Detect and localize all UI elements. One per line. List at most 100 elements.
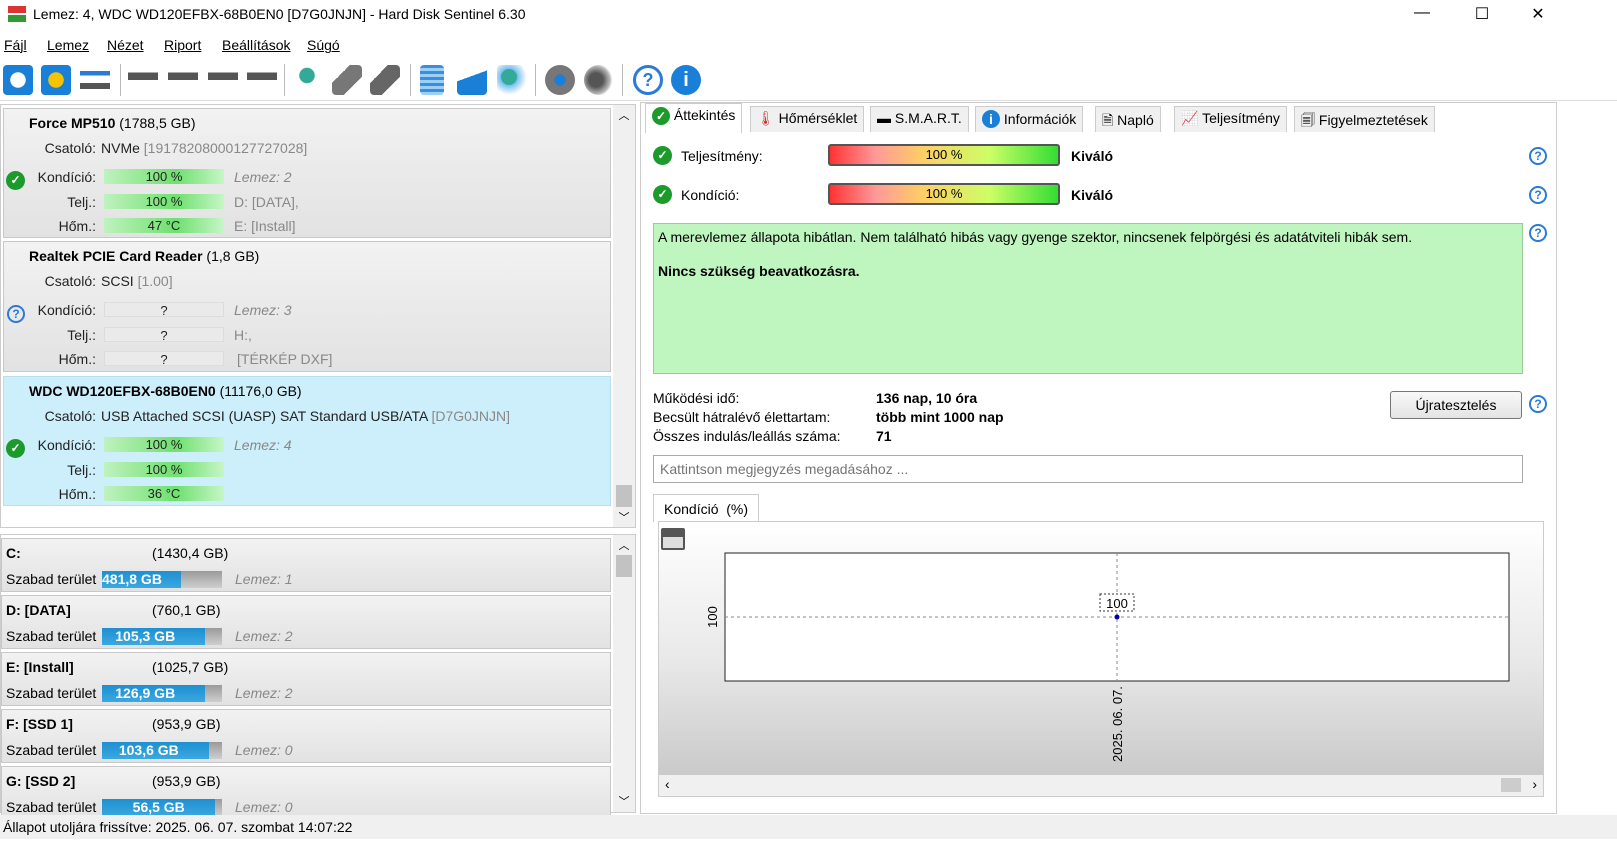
help-icon[interactable]: ? (1529, 224, 1547, 242)
y-tick-label: 100 (705, 606, 720, 628)
menu-disk[interactable]: Lemez (47, 37, 90, 53)
label: Kondíció: (37, 169, 96, 185)
chart-horizontal-scrollbar[interactable]: ‹ › (659, 775, 1543, 796)
email-icon[interactable] (457, 65, 487, 95)
tab-log[interactable]: 🗎 Napló (1095, 106, 1161, 132)
performance-bar: 100 % (104, 462, 224, 477)
help-icon[interactable]: ? (633, 65, 663, 95)
disk-card[interactable]: Realtek PCIE Card Reader (1,8 GB) Csatol… (3, 241, 611, 372)
volume-list-scrollbar[interactable]: ︿ ﹀ (613, 535, 635, 812)
settings-gear-icon[interactable] (545, 65, 575, 95)
volume-name: D: [DATA] (6, 602, 71, 618)
health-bar: 100 % (828, 183, 1060, 205)
volume-item[interactable]: G: [SSD 2] (953,9 GB) Szabad terület 56,… (1, 766, 611, 820)
data-point (1114, 614, 1120, 620)
interface: NVMe (101, 140, 140, 156)
tab-smart[interactable]: ▬ S.M.A.R.T. (870, 106, 969, 132)
refresh-warning-icon[interactable] (41, 65, 71, 95)
volume-item[interactable]: D: [DATA] (760,1 GB) Szabad terület 105,… (1, 595, 611, 649)
temperature-bar: 36 °C (104, 486, 224, 501)
health-label: Kondíció: (681, 187, 740, 203)
notepad-icon[interactable] (420, 65, 444, 95)
tab-temperature[interactable]: 🌡 Hőmérséklet (750, 106, 865, 132)
close-button[interactable]: ✕ (1531, 6, 1545, 23)
help-icon[interactable]: ? (1529, 186, 1547, 204)
disk-check-icon[interactable] (208, 65, 238, 95)
serial: [1.00] (137, 273, 173, 289)
menu-view[interactable]: Nézet (107, 37, 144, 53)
temperature-bar: ? (104, 351, 224, 367)
disk-network-icon[interactable] (292, 65, 322, 95)
free-space-label: Szabad terület (6, 799, 97, 815)
disk-name: Realtek PCIE Card Reader (29, 248, 203, 264)
partition: H:, (234, 327, 252, 343)
free-space-label: Szabad terület (6, 571, 97, 587)
tab-label: Információk (1003, 111, 1077, 127)
interface: USB Attached SCSI (UASP) SAT Standard US… (101, 408, 428, 424)
volume-name: F: [SSD 1] (6, 716, 73, 732)
tab-label: Figyelmeztetések (1318, 112, 1428, 128)
minimize-button[interactable]: — (1414, 4, 1430, 21)
note-input[interactable] (653, 455, 1523, 483)
menu-settings[interactable]: Beállítások (222, 37, 291, 53)
free-space-value: 481,8 GB (102, 571, 182, 588)
disk-index: Lemez: 2 (235, 628, 293, 644)
free-space-bar: 103,6 GB (102, 742, 222, 759)
scroll-right-icon[interactable]: › (1532, 776, 1537, 792)
disk-index: Lemez: 4 (234, 437, 292, 453)
disk-list-scrollbar[interactable]: ︿ ﹀ (613, 105, 635, 527)
info-icon[interactable]: i (671, 65, 701, 95)
tab-health-chart[interactable]: Kondíció (%) (653, 494, 759, 522)
chart-icon: 📈 (1181, 110, 1199, 126)
scroll-left-icon[interactable]: ‹ (665, 776, 670, 792)
network-computer-icon[interactable] (497, 65, 527, 95)
disk-schedule-icon[interactable] (168, 65, 198, 95)
unknown-status-icon: ? (7, 305, 25, 323)
tab-alerts[interactable]: 🗐 Figyelmeztetések (1294, 106, 1435, 132)
title-bar: Lemez: 4, WDC WD120EFBX-68B0EN0 [D7G0JNJ… (0, 0, 1617, 30)
help-icon[interactable]: ? (1529, 395, 1547, 413)
disk-name: Force MP510 (29, 115, 116, 131)
menu-help[interactable]: Súgó (307, 37, 340, 53)
speaker-icon[interactable] (584, 65, 614, 95)
refresh-icon[interactable] (3, 65, 33, 95)
tab-overview[interactable]: ✓ Áttekintés (645, 103, 743, 133)
partition: D: [DATA], (234, 194, 299, 210)
disk-search-icon[interactable] (247, 65, 277, 95)
disk-report-icon[interactable] (370, 65, 400, 95)
free-space-bar: 105,3 GB (102, 628, 222, 645)
disk-test-icon[interactable] (332, 65, 362, 95)
tab-label: S.M.A.R.T. (894, 110, 962, 126)
volume-name: E: [Install] (6, 659, 74, 675)
performance-bar: 100 % (104, 194, 224, 209)
label: Hőm.: (58, 486, 96, 502)
disk-sound-icon[interactable] (128, 65, 158, 95)
label: Telj.: (67, 462, 96, 478)
ok-check-icon: ✓ (6, 171, 25, 190)
uptime-value: 136 nap, 10 óra (876, 390, 978, 406)
volume-size: (1025,7 GB) (152, 659, 229, 675)
thermometer-icon: 🌡 (757, 110, 775, 126)
volume-name: G: [SSD 2] (6, 773, 76, 789)
help-icon[interactable]: ? (1529, 147, 1547, 165)
ok-check-icon: ✓ (653, 146, 672, 165)
volume-item[interactable]: F: [SSD 1] (953,9 GB) Szabad terület 103… (1, 709, 611, 763)
maximize-button[interactable]: ☐ (1474, 6, 1490, 23)
interface: SCSI (101, 273, 134, 289)
drive-window-icon[interactable] (80, 65, 110, 95)
free-space-value: 103,6 GB (102, 742, 209, 759)
retest-button[interactable]: Újratesztelés (1390, 391, 1522, 419)
disk-size: (11176,0 GB) (219, 383, 302, 399)
disk-card[interactable]: Force MP510 (1788,5 GB) Csatoló: NVMe [19… (3, 108, 611, 238)
data-label-box (1099, 593, 1135, 612)
tab-performance[interactable]: 📈 Teljesítmény (1174, 106, 1287, 132)
menu-file[interactable]: Fájl (4, 37, 27, 53)
tab-label: Hőmérséklet (778, 110, 858, 126)
menu-report[interactable]: Riport (164, 37, 202, 53)
disk-card-selected[interactable]: WDC WD120EFBX-68B0EN0 (11176,0 GB) Csato… (3, 376, 611, 506)
data-label: 100 (1106, 596, 1128, 611)
volume-item[interactable]: E: [Install] (1025,7 GB) Szabad terület … (1, 652, 611, 706)
save-icon[interactable] (661, 528, 685, 550)
volume-item[interactable]: C: (1430,4 GB) Szabad terület 481,8 GB L… (1, 538, 611, 592)
tab-information[interactable]: i Információk (975, 106, 1084, 132)
